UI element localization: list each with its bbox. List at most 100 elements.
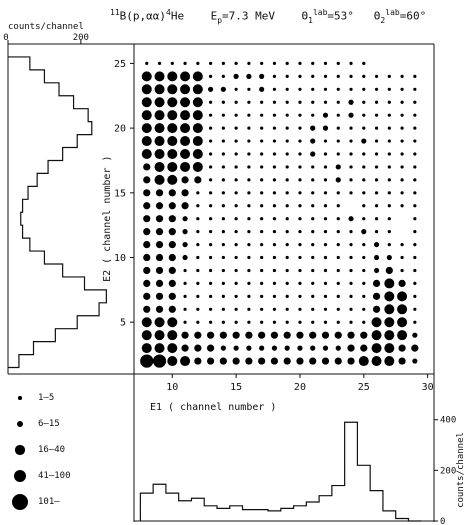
matrix-dot bbox=[141, 71, 152, 82]
matrix-dot bbox=[167, 343, 178, 354]
legend-label: 16–40 bbox=[38, 445, 66, 455]
matrix-dot bbox=[167, 330, 178, 341]
matrix-dot bbox=[413, 74, 417, 78]
matrix-dot bbox=[283, 357, 291, 365]
matrix-dot bbox=[349, 320, 353, 324]
matrix-dot bbox=[192, 161, 203, 172]
matrix-dot bbox=[183, 281, 187, 286]
matrix-dot bbox=[413, 204, 417, 208]
matrix-dot bbox=[400, 165, 404, 169]
matrix-dot bbox=[221, 242, 225, 247]
matrix-dot bbox=[387, 165, 391, 169]
matrix-dot bbox=[385, 266, 393, 275]
matrix-dot bbox=[413, 217, 417, 221]
matrix-dot bbox=[154, 317, 165, 328]
matrix-dot bbox=[360, 331, 368, 339]
matrix-dot bbox=[298, 74, 302, 78]
matrix-dot bbox=[336, 255, 340, 260]
matrix-dot bbox=[384, 304, 395, 315]
matrix-dot bbox=[298, 307, 302, 311]
energy-sub: p bbox=[217, 15, 223, 25]
matrix-dot bbox=[194, 344, 202, 352]
matrix-dot bbox=[183, 294, 187, 298]
bottom-hist-tick-label: 200 bbox=[440, 466, 456, 476]
matrix-dot bbox=[167, 136, 178, 147]
matrix-dot bbox=[247, 255, 251, 260]
legend-dot bbox=[18, 396, 22, 400]
matrix-dot bbox=[400, 74, 404, 78]
matrix-dot bbox=[155, 266, 164, 275]
matrix-dot bbox=[141, 123, 152, 134]
matrix-dot bbox=[154, 330, 165, 341]
matrix-dot bbox=[143, 202, 151, 210]
matrix-dot bbox=[219, 331, 227, 339]
matrix-dot bbox=[284, 345, 290, 351]
matrix-dot bbox=[180, 161, 191, 172]
matrix-dot bbox=[323, 61, 328, 66]
matrix-dot bbox=[196, 204, 200, 208]
title-product: He bbox=[170, 9, 185, 23]
matrix-dot bbox=[349, 191, 353, 195]
theta1-sub: 1 bbox=[308, 15, 313, 25]
matrix-dot bbox=[371, 356, 382, 367]
matrix-dot bbox=[413, 242, 417, 247]
matrix-dot bbox=[270, 331, 279, 339]
matrix-dot bbox=[323, 152, 328, 156]
matrix-dot bbox=[321, 331, 330, 339]
matrix-dot bbox=[298, 204, 302, 208]
matrix-dot bbox=[285, 139, 289, 143]
matrix-dot bbox=[154, 343, 165, 354]
matrix-dot bbox=[170, 61, 174, 66]
matrix-dot bbox=[180, 71, 191, 82]
matrix-dot bbox=[336, 281, 340, 286]
matrix-dot bbox=[143, 240, 151, 249]
matrix-dot bbox=[221, 230, 225, 234]
matrix-dot bbox=[196, 320, 200, 324]
matrix-dot bbox=[272, 152, 277, 156]
matrix-dot bbox=[387, 126, 391, 130]
matrix-dot bbox=[180, 110, 191, 121]
matrix-dot bbox=[283, 331, 291, 339]
matrix-dot bbox=[411, 344, 419, 352]
matrix-dot bbox=[336, 152, 340, 156]
matrix-dot bbox=[272, 294, 277, 298]
matrix-dot bbox=[247, 165, 251, 169]
matrix-dot bbox=[298, 294, 302, 298]
matrix-dot bbox=[245, 357, 253, 365]
matrix-dot bbox=[387, 242, 391, 247]
matrix-dot bbox=[154, 84, 165, 95]
matrix-dot bbox=[196, 230, 200, 234]
matrix-dot bbox=[311, 320, 315, 324]
matrix-dot bbox=[233, 73, 239, 79]
matrix-dot bbox=[285, 307, 289, 311]
matrix-dot bbox=[413, 191, 417, 195]
matrix-dot bbox=[310, 151, 316, 157]
matrix-dot bbox=[234, 87, 238, 91]
matrix-dot bbox=[221, 100, 225, 104]
matrix-dot bbox=[374, 152, 379, 156]
matrix-dot bbox=[298, 268, 302, 273]
matrix-dot bbox=[247, 217, 251, 221]
matrix-dot bbox=[247, 139, 251, 143]
matrix-dot bbox=[285, 320, 289, 324]
matrix-dot bbox=[194, 176, 202, 184]
matrix-dot bbox=[386, 254, 392, 261]
matrix-dot bbox=[260, 61, 264, 66]
matrix-dot bbox=[323, 87, 328, 91]
matrix-dot bbox=[323, 294, 328, 298]
matrix-dot bbox=[272, 126, 277, 130]
matrix-dot bbox=[362, 307, 366, 311]
e2-tick-label: 20 bbox=[114, 124, 126, 135]
matrix-dot bbox=[154, 123, 165, 134]
matrix-dot bbox=[206, 357, 215, 365]
e1-tick-label: 15 bbox=[230, 382, 242, 393]
matrix-dot bbox=[192, 97, 203, 108]
matrix-dot bbox=[221, 139, 225, 143]
matrix-dot bbox=[196, 268, 200, 273]
matrix-dot bbox=[247, 100, 251, 104]
matrix-dot bbox=[234, 281, 238, 286]
matrix-dot bbox=[208, 178, 213, 182]
energy-text: =7.3 MeV bbox=[222, 9, 276, 23]
matrix-dot bbox=[387, 87, 391, 91]
legend-item: 41–100 bbox=[0, 466, 110, 486]
